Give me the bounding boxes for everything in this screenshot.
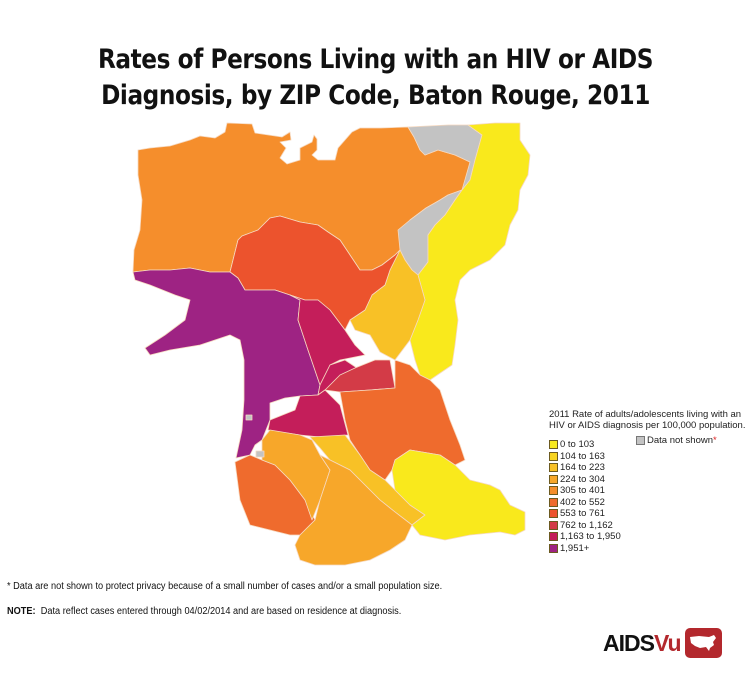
legend-item: 224 to 304	[549, 474, 749, 485]
not-shown-patch-2	[255, 450, 265, 458]
swatch-0-103	[549, 440, 558, 449]
legend-item-not-shown: Data not shown *	[636, 435, 717, 446]
legend-item: 553 to 761	[549, 508, 749, 519]
not-shown-patch-1	[245, 414, 253, 421]
zip-region-southeast-yellow	[391, 449, 526, 541]
swatch-1163-1950	[549, 532, 558, 541]
swatch-104-163	[549, 451, 558, 461]
legend-item: 1,163 to 1,950	[549, 531, 749, 542]
privacy-footnote: * Data are not shown to protect privacy …	[7, 581, 443, 592]
swatch-402-552	[549, 497, 558, 507]
legend-item: 0 to 103	[549, 439, 749, 450]
note-footnote: NOTE: Data reflect cases entered through…	[7, 606, 401, 617]
swatch-not-shown	[636, 436, 645, 445]
legend-item: 402 to 552	[549, 497, 749, 508]
map-title: Rates of Persons Living with an HIV or A…	[53, 42, 699, 114]
zip-region-east-yellow	[409, 122, 531, 381]
note-text: Data reflect cases entered through 04/02…	[40, 606, 402, 617]
aidsvu-logo: AIDSVu	[603, 628, 722, 658]
legend-items: 0 to 103 104 to 163 164 to 223 224 to 30…	[549, 439, 749, 554]
legend-item: 762 to 1,162	[549, 520, 749, 531]
legend-item: 305 to 401	[549, 485, 749, 496]
legend-item: 164 to 223	[549, 462, 749, 473]
swatch-224-304	[549, 474, 558, 484]
swatch-762-1162	[549, 520, 558, 530]
us-map-icon	[684, 628, 722, 658]
legend-item: 1,951+	[549, 543, 749, 554]
swatch-553-761	[549, 509, 558, 518]
swatch-164-223	[549, 463, 558, 472]
swatch-1951-plus	[549, 543, 558, 553]
zip-region-central-magenta	[289, 294, 366, 386]
legend-item: 104 to 163	[549, 451, 749, 462]
title-line-1: Rates of Persons Living with an HIV or A…	[97, 44, 654, 75]
title-line-2: Diagnosis, by ZIP Code, Baton Rouge, 201…	[101, 80, 650, 111]
zip-region-west-purple	[132, 267, 321, 459]
note-label: NOTE:	[7, 606, 36, 617]
legend: 2011 Rate of adults/adolescents living w…	[549, 409, 749, 554]
zip-region-south-orange	[294, 454, 413, 566]
swatch-305-401	[549, 486, 558, 495]
legend-title: 2011 Rate of adults/adolescents living w…	[549, 409, 746, 431]
